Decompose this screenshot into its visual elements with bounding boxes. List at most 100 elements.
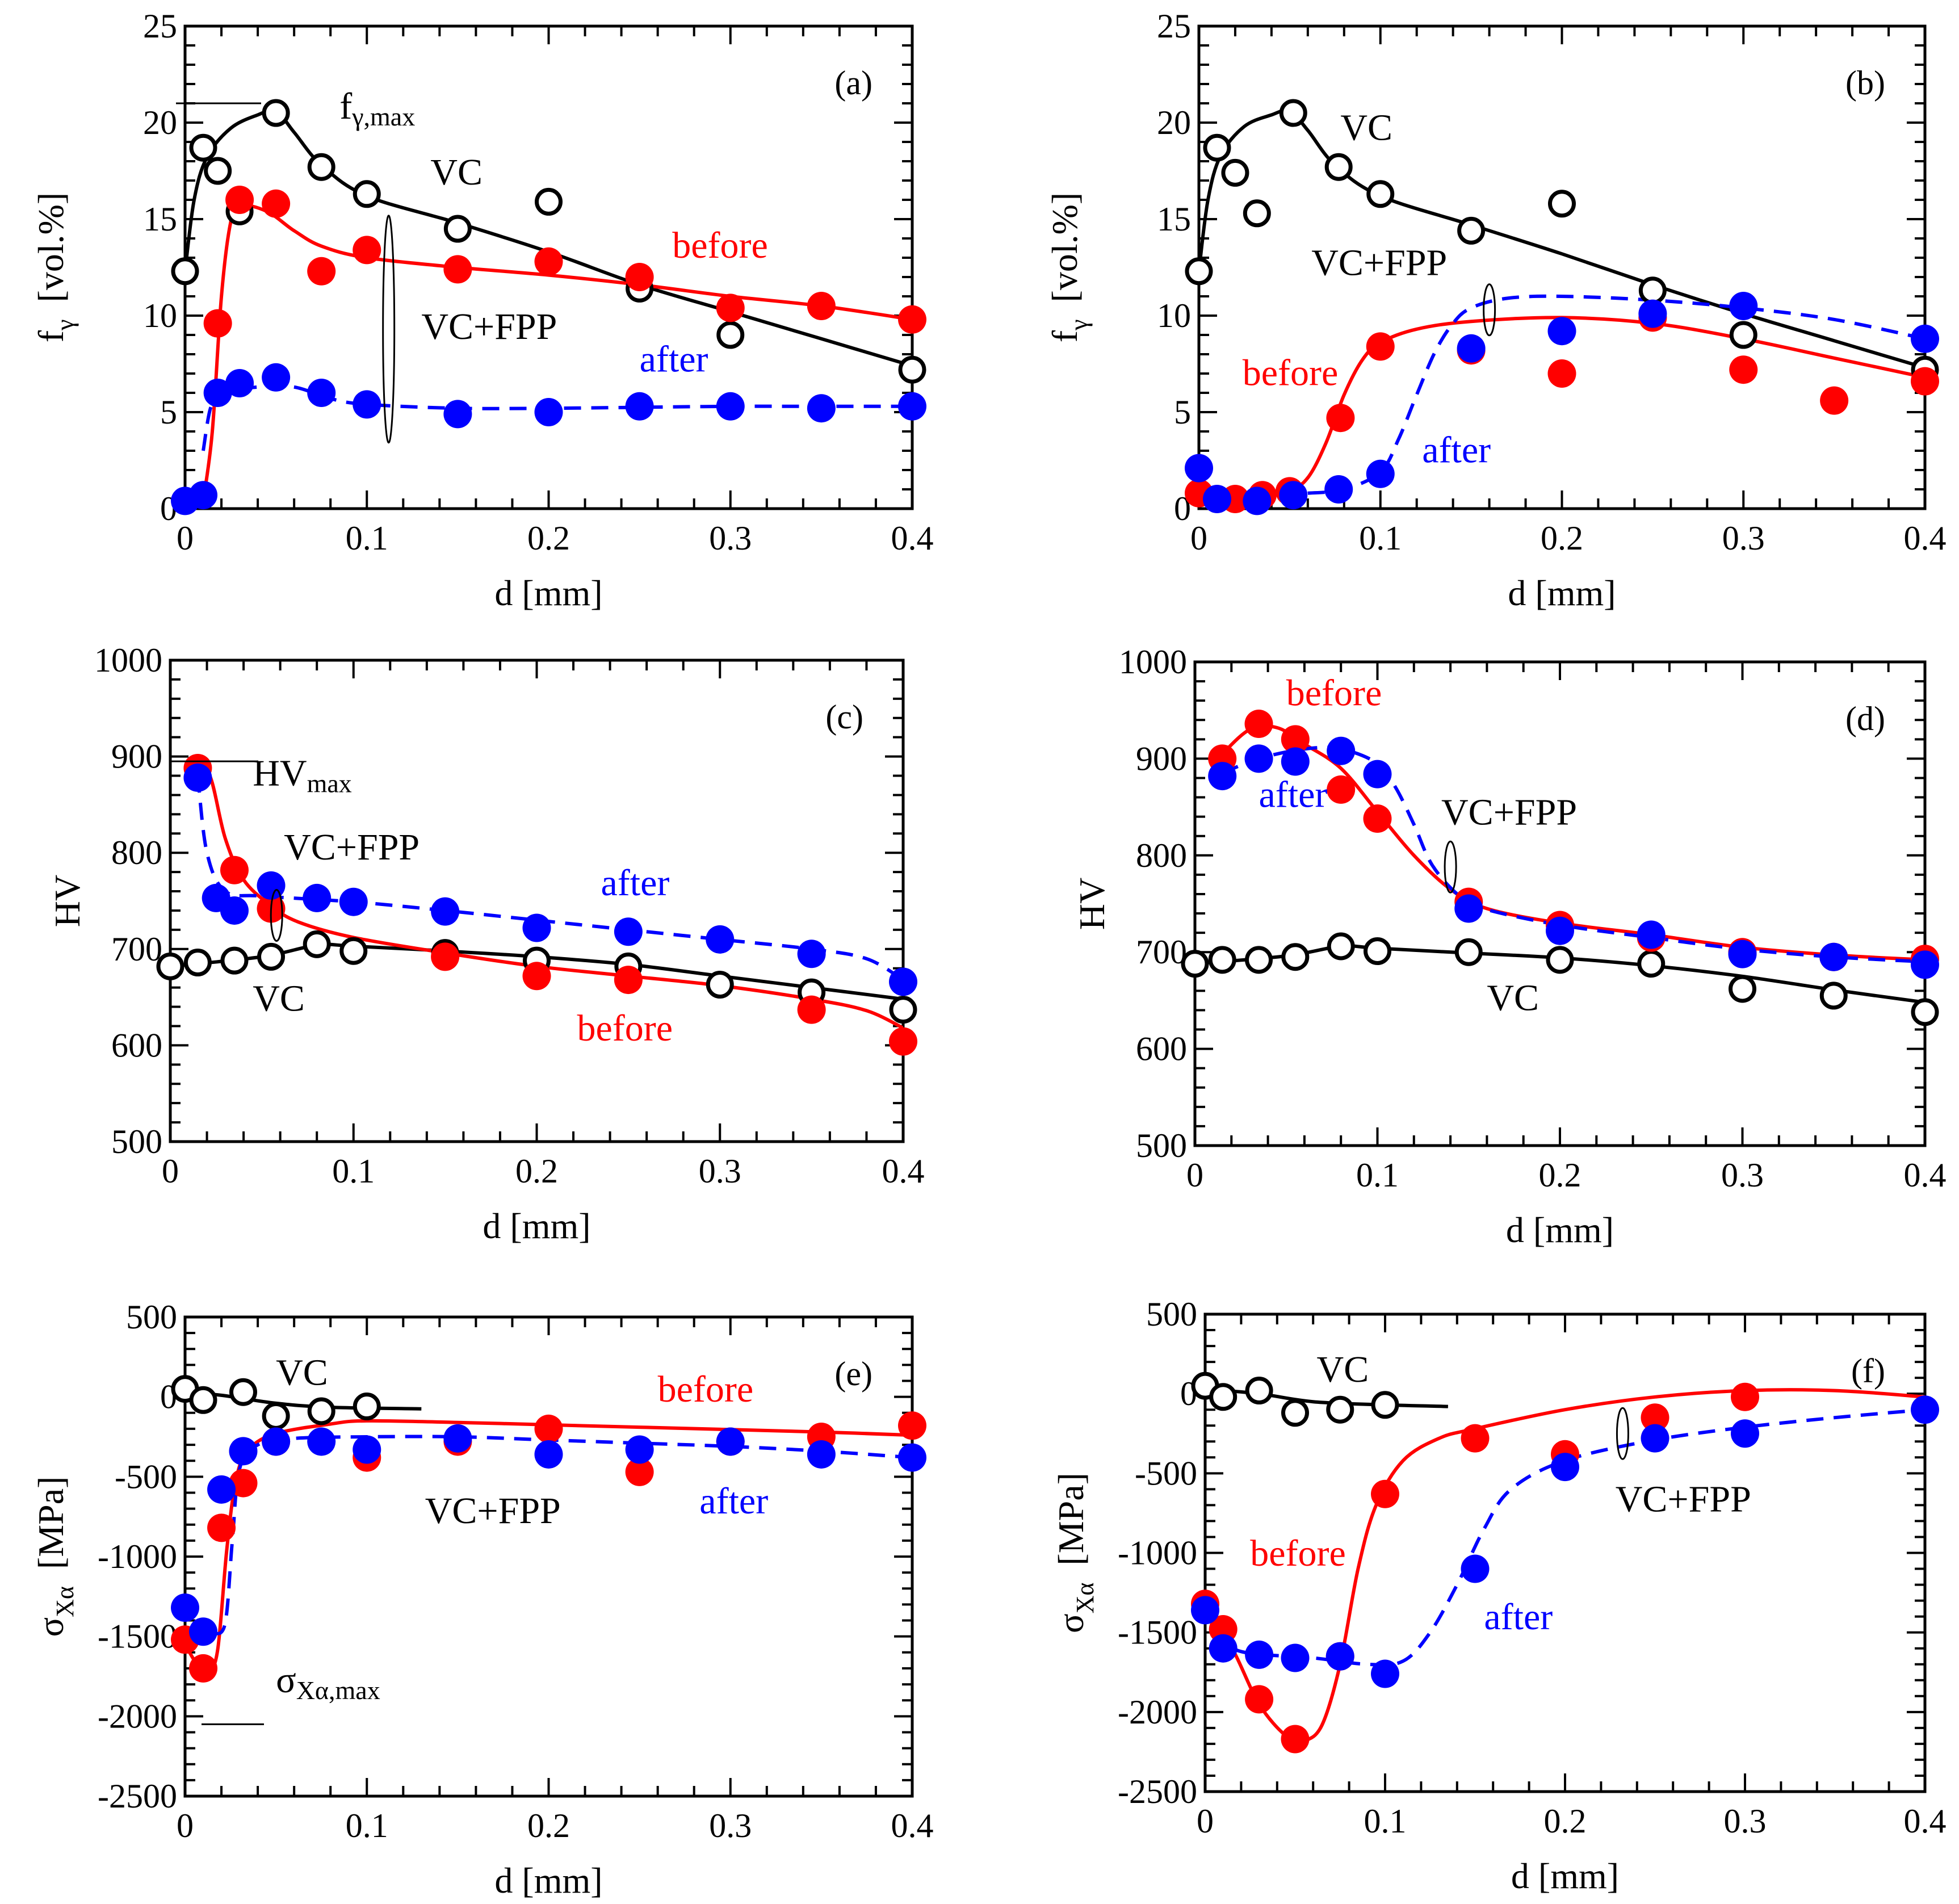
vc-data-point	[1279, 99, 1307, 127]
after-data-point	[534, 1440, 563, 1469]
vc-data-point	[1245, 946, 1273, 974]
vc-data-point	[353, 180, 381, 208]
x-tick-label: 0.2	[1539, 1156, 1582, 1194]
y-tick-label: 20	[1157, 104, 1191, 141]
after-data-point	[1731, 1419, 1759, 1448]
vc-fit-line	[1205, 1387, 1448, 1408]
max-label: HVmax	[253, 752, 352, 798]
after-data-point	[207, 1475, 236, 1504]
before-data-point	[898, 305, 926, 334]
before-data-point	[1326, 404, 1355, 433]
y-axis-symbol: HV	[47, 875, 87, 927]
vc-fit-line	[1195, 944, 1925, 1004]
after-data-point	[1327, 736, 1356, 765]
vc-data-point	[1638, 276, 1667, 305]
after-data-point	[443, 1424, 472, 1453]
after-data-point	[339, 887, 368, 916]
y-tick-label: 1000	[94, 641, 162, 679]
y-axis-symbol: f	[31, 330, 71, 342]
vc-data-point	[1548, 190, 1576, 218]
before-data-point	[1911, 367, 1939, 396]
after-data-point	[625, 392, 654, 421]
vc-data-point	[1546, 946, 1574, 974]
x-tick-label: 0	[177, 519, 194, 557]
vc-data-point	[716, 321, 745, 349]
annotation-before: before	[672, 225, 768, 266]
vc-data-point	[1327, 932, 1355, 961]
annotation-after: after	[1422, 429, 1491, 471]
x-axis-title: d [mm]	[494, 1860, 602, 1901]
max-label: σXα,max	[276, 1659, 380, 1705]
vc-data-point	[535, 187, 563, 216]
panel-label: (a)	[834, 64, 872, 102]
after-data-point	[189, 481, 218, 510]
group-bracket	[1616, 1407, 1629, 1460]
vc-data-point	[303, 930, 331, 958]
after-data-point	[183, 763, 212, 792]
x-tick-label: 0.4	[1904, 1156, 1947, 1194]
series-after	[171, 363, 926, 515]
y-tick-label: 10	[143, 297, 177, 334]
vc-data-point	[443, 215, 472, 243]
after-data-point	[1325, 1642, 1354, 1671]
annotation-before: before	[1243, 352, 1339, 393]
ticks	[1198, 25, 1926, 510]
x-tick-label: 0.3	[1721, 1156, 1764, 1194]
x-tick-label: 0.3	[709, 1807, 752, 1844]
x-tick-label: 0.2	[527, 519, 570, 557]
annotation-after: after	[1259, 774, 1328, 816]
vc-fit-line	[185, 1390, 422, 1411]
before-data-point	[1820, 386, 1849, 415]
after-data-point	[171, 1593, 199, 1622]
y-axis-title: fγ [vol.%]	[1044, 192, 1093, 342]
x-tick-label: 0.3	[1722, 519, 1765, 557]
y-tick-label: 500	[111, 1123, 162, 1160]
y-tick-label: 800	[111, 834, 162, 871]
before-data-point	[716, 293, 745, 322]
panel-label: (c)	[825, 698, 863, 736]
vc-data-point	[1371, 1391, 1399, 1419]
before-data-point	[898, 1411, 926, 1440]
y-axis-symbol: σ	[31, 1617, 71, 1637]
after-fit-line	[211, 1435, 912, 1635]
vc-data-point	[229, 1378, 257, 1406]
after-data-point	[303, 883, 332, 912]
after-data-point	[625, 1435, 654, 1464]
annotation-vc: VC	[253, 978, 305, 1019]
after-data-point	[1245, 1640, 1274, 1669]
annotation-after: after	[601, 862, 669, 904]
plot-frame	[1197, 24, 1927, 510]
before-fit-line	[202, 203, 912, 501]
after-data-point	[1454, 894, 1483, 923]
after-data-point	[1363, 760, 1392, 789]
after-data-point	[1281, 747, 1310, 776]
series-before	[203, 186, 926, 338]
y-tick-label: -2500	[98, 1777, 177, 1815]
y-tick-label: -1000	[1118, 1534, 1197, 1572]
x-tick-label: 0.1	[332, 1152, 375, 1190]
vc-data-point	[156, 952, 184, 980]
y-tick-label: -2500	[1118, 1773, 1197, 1810]
panel-label: (d)	[1845, 700, 1885, 737]
y-tick-label: 900	[1136, 740, 1187, 777]
before-data-point	[522, 962, 551, 991]
y-tick-label: 20	[143, 104, 177, 141]
after-data-point	[1366, 459, 1395, 488]
before-data-point	[807, 292, 836, 320]
vc-data-point	[1243, 199, 1271, 228]
y-tick-label: 25	[1157, 7, 1191, 45]
ticks	[1194, 661, 1926, 1147]
after-data-point	[1637, 920, 1666, 949]
vc-data-point	[1637, 950, 1666, 978]
before-data-point	[203, 309, 232, 338]
series-vc	[1181, 932, 1939, 1026]
x-tick-label: 0.2	[515, 1152, 558, 1190]
y-tick-label: 800	[1136, 837, 1187, 874]
y-axis-symbol: f	[1044, 330, 1085, 342]
vc-data-point	[1208, 946, 1236, 974]
before-data-point	[431, 942, 460, 971]
annotation-vcfpp: VC+FPP	[284, 827, 420, 868]
before-data-point	[1281, 725, 1310, 754]
before-data-point	[614, 966, 643, 995]
